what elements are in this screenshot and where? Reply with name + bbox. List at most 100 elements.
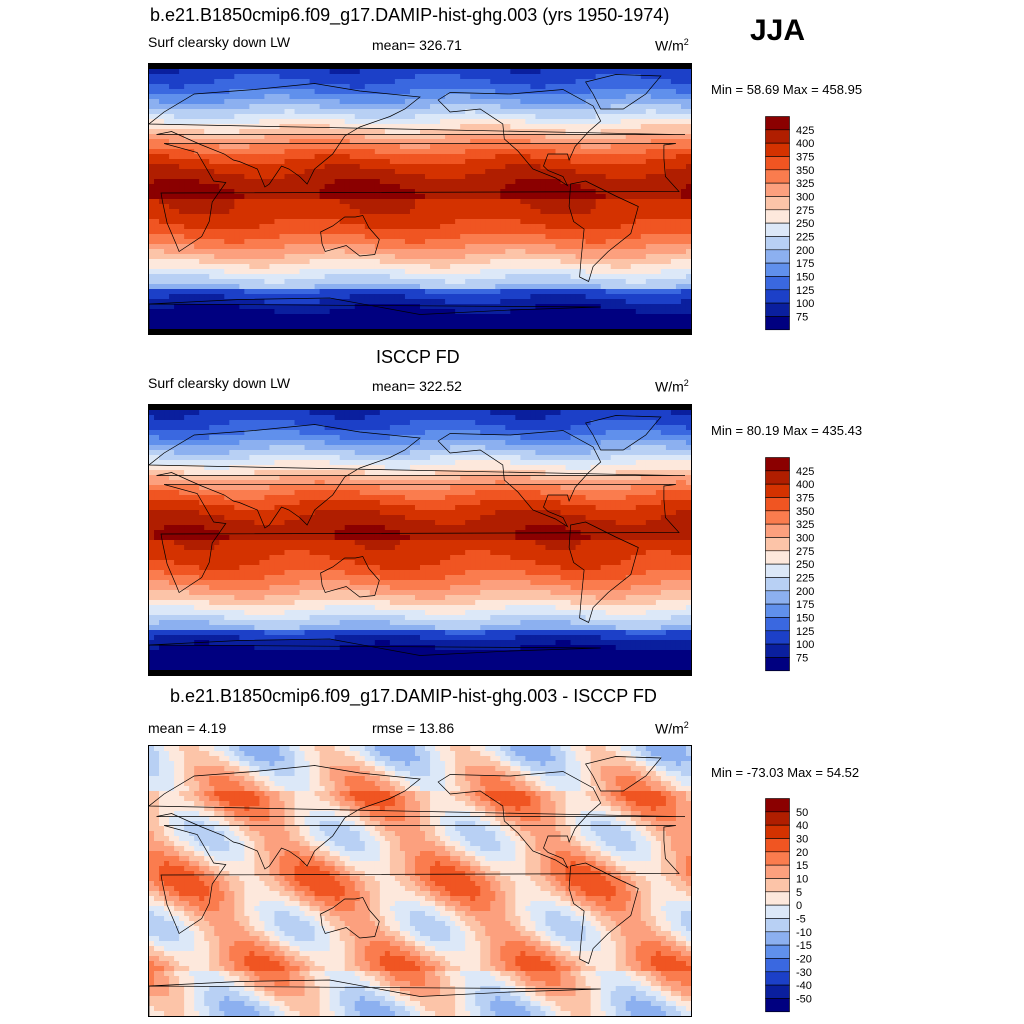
panel-variable-label: Surf clearsky down LW [148, 34, 291, 50]
colorbar-segment [765, 563, 790, 578]
panel-title: ISCCP FD [376, 347, 460, 367]
colorbar-segment [765, 984, 790, 999]
colorbar-segment [765, 603, 790, 618]
colorbar-segment [765, 838, 790, 853]
coastline [585, 415, 662, 451]
colorbar-tick-label: 175 [796, 258, 814, 270]
coastline [149, 83, 685, 188]
panel-minmax: Min = -73.03 Max = 54.52 [711, 765, 860, 780]
panel-units: W/m2 [655, 378, 689, 395]
colorbar-tick-label: 125 [796, 626, 814, 638]
coastline [437, 771, 602, 869]
coastline [149, 424, 685, 529]
colorbar-segment [765, 457, 790, 472]
panel-minmax: Min = 80.19 Max = 435.43 [711, 423, 863, 438]
colorbar-tick-label: 150 [796, 612, 814, 624]
colorbar-tick-label: 0 [796, 900, 802, 912]
colorbar-tick-label: 250 [796, 218, 814, 230]
colorbar-tick-label: 350 [796, 506, 814, 518]
colorbar-segment [765, 944, 790, 959]
panel-units: W/m2 [655, 37, 689, 54]
colorbar-tick-label: -10 [796, 927, 812, 939]
colorbar-segment [765, 470, 790, 485]
colorbar-tick-label: 150 [796, 271, 814, 283]
colorbar-segment [765, 931, 790, 946]
colorbar-tick-label: 75 [796, 652, 808, 664]
coastline [320, 556, 380, 598]
colorbar-segment [765, 276, 790, 291]
colorbar-tick-label: 5 [796, 887, 802, 899]
colorbar-model: 425 400 375 350 325 300 275 250 225 200 175 150 125 1… [765, 116, 845, 339]
colorbar-tick-label: 40 [796, 820, 808, 832]
colorbar-segment [765, 523, 790, 538]
colorbar-tick-label: 225 [796, 231, 814, 243]
map-panel-diff [148, 745, 692, 1017]
panel-mean-label: mean= 326.71 [372, 37, 462, 53]
panel-title: b.e21.B1850cmip6.f09_g17.DAMIP-hist-ghg.… [150, 5, 670, 25]
panel-title: b.e21.B1850cmip6.f09_g17.DAMIP-hist-ghg.… [170, 686, 657, 706]
coastline [568, 862, 639, 964]
colorbar-segment [765, 209, 790, 224]
colorbar-tick-label: 100 [796, 298, 814, 310]
colorbar-segment [765, 537, 790, 552]
colorbar-segment [765, 851, 790, 866]
colorbar-segment [765, 958, 790, 973]
colorbar-segment [765, 196, 790, 211]
colorbar-tick-label: -30 [796, 967, 812, 979]
colorbar-segment [765, 182, 790, 197]
colorbar-segment [765, 643, 790, 658]
colorbar-segment [765, 483, 790, 498]
colorbar-segment [765, 289, 790, 304]
coastline [437, 89, 602, 187]
colorbar-tick-label: 350 [796, 165, 814, 177]
map-panel-obs [148, 404, 692, 676]
colorbar-segment [765, 617, 790, 632]
colorbar-tick-label: -15 [796, 940, 812, 952]
colorbar-segment [765, 590, 790, 605]
colorbar-tick-label: 300 [796, 532, 814, 544]
colorbar-tick-label: -5 [796, 913, 806, 925]
colorbar-segment [765, 236, 790, 251]
colorbar-segment [765, 550, 790, 565]
colorbar-tick-label: 175 [796, 599, 814, 611]
colorbar-tick-label: 30 [796, 833, 808, 845]
colorbar-tick-label: 20 [796, 847, 808, 859]
colorbar-diff: 50 40 30 20 15 10 5 0 -5 -10 -15 -20 -30 -40 -50 [765, 798, 845, 1021]
panel-rmse-label: rmse = 13.86 [372, 720, 455, 736]
coastline [568, 180, 639, 282]
colorbar-tick-label: -50 [796, 993, 812, 1005]
colorbar-segment [765, 316, 790, 331]
colorbar-tick-label: 100 [796, 639, 814, 651]
colorbar-tick-label: 325 [796, 178, 814, 190]
panel-mean-label: mean= 322.52 [372, 378, 462, 394]
colorbar-segment [765, 998, 790, 1013]
colorbar-tick-label: 325 [796, 519, 814, 531]
colorbar-segment [765, 891, 790, 906]
panel-mean-label: mean = 4.19 [148, 720, 227, 736]
colorbar-segment [765, 249, 790, 264]
colorbar-tick-label: 300 [796, 191, 814, 203]
coastline [585, 756, 662, 792]
colorbar-tick-label: 425 [796, 466, 814, 478]
colorbar-tick-label: 10 [796, 873, 808, 885]
coastline [160, 825, 680, 935]
colorbar-segment [765, 878, 790, 893]
colorbar-tick-label: 200 [796, 245, 814, 257]
colorbar-tick-label: 250 [796, 559, 814, 571]
coastline [437, 430, 602, 528]
colorbar-tick-label: 15 [796, 860, 808, 872]
coastline [160, 143, 680, 253]
colorbar-segment [765, 116, 790, 131]
colorbar-segment [765, 918, 790, 933]
coastline [149, 638, 601, 675]
coastline [149, 765, 685, 870]
colorbar-tick-label: 425 [796, 125, 814, 137]
colorbar-tick-label: 50 [796, 807, 808, 819]
map-panel-model [148, 63, 692, 335]
colorbar-segment [765, 798, 790, 813]
colorbar-segment [765, 971, 790, 986]
coastline [585, 74, 662, 110]
colorbar-segment [765, 657, 790, 672]
season-label: JJA [750, 14, 806, 47]
colorbar-segment [765, 811, 790, 826]
